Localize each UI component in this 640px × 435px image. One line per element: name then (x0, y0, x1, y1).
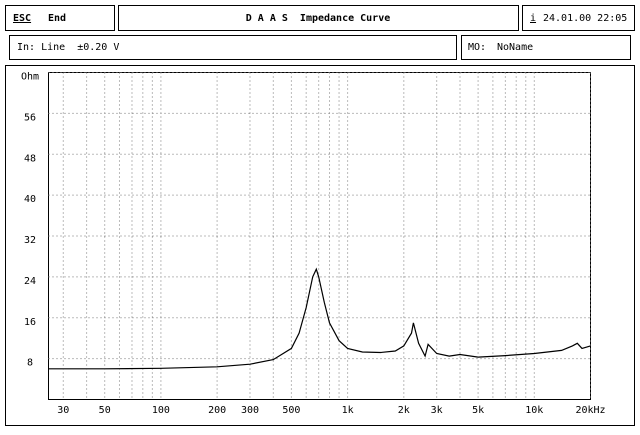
y-tick-label: Ohm (21, 72, 39, 83)
plot-frame (5, 65, 635, 426)
x-tick-label: 10k (525, 405, 543, 416)
y-tick-label: 40 (24, 194, 36, 205)
y-tick-label: 16 (24, 317, 36, 328)
y-tick-label: 56 (24, 112, 36, 123)
x-tick-label: 50 (99, 405, 111, 416)
input-info: In: Line ±0.20 V (17, 42, 119, 53)
x-tick-label: 30 (57, 405, 69, 416)
x-tick-label: 500 (282, 405, 300, 416)
x-tick-label: 1k (342, 405, 354, 416)
memory-key: MO: (468, 42, 486, 53)
y-tick-label: 24 (24, 276, 36, 287)
y-tick-label: 8 (27, 358, 33, 369)
y-tick-label: 48 (24, 153, 36, 164)
x-tick-label: 200 (208, 405, 226, 416)
impedance-curve (48, 267, 591, 370)
date-key: i (530, 13, 536, 24)
memory-name: NoName (497, 42, 533, 53)
x-tick-label: 20kHz (575, 405, 605, 416)
title-box (118, 5, 519, 31)
esc-button[interactable] (5, 5, 115, 31)
x-tick-label: 5k (472, 405, 484, 416)
y-tick-label: 32 (24, 235, 36, 246)
esc-key: ESC (13, 13, 31, 24)
esc-label: End (48, 13, 66, 24)
memory-box (461, 35, 631, 60)
x-tick-label: 2k (398, 405, 410, 416)
x-tick-label: 300 (241, 405, 259, 416)
title: D A A S Impedance Curve (246, 13, 391, 24)
date: 24.01.00 22:05 (543, 13, 627, 24)
date-box (522, 5, 635, 31)
x-tick-label: 100 (152, 405, 170, 416)
input-box (9, 35, 457, 60)
x-tick-label: 3k (431, 405, 443, 416)
